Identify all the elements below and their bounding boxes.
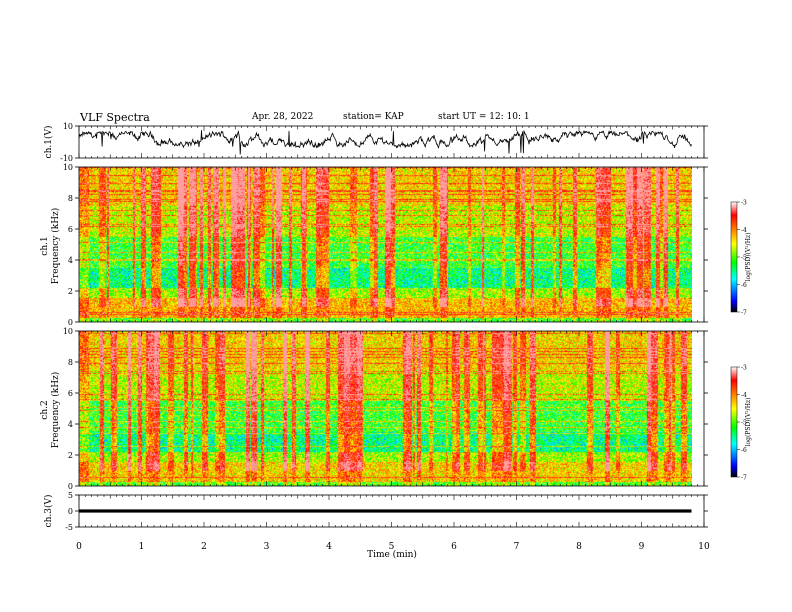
time-axis: 0 1 2 3 4 5 6 7 8 9 10 bbox=[76, 542, 710, 552]
ch2-colorbar: log(PSD)(V²/Hz) -3 -4 -5 -6 -7 bbox=[730, 365, 752, 482]
ch1-spectrogram-colorbar-tick-label: -7 bbox=[741, 310, 747, 317]
x-tick-label: 4 bbox=[326, 542, 332, 552]
ch1-spectrogram-colorbar-tick-label: -5 bbox=[741, 255, 747, 262]
ch1-spectrogram-ytick-label: 4 bbox=[68, 256, 73, 265]
x-tick-label: 6 bbox=[451, 542, 457, 552]
ch2-spectrogram-ytick-label: 10 bbox=[63, 327, 73, 336]
ch1-spectrogram-ylabel-line1: ch.1 bbox=[40, 236, 50, 255]
ch1-spectrogram-ytick-label: 0 bbox=[68, 318, 73, 327]
x-tick-label: 8 bbox=[576, 542, 582, 552]
ch1-spectrogram-colorbar-tick-label: -6 bbox=[741, 282, 747, 289]
ch2-spectrogram-colorbar-tick-label: -5 bbox=[741, 420, 747, 427]
ch2-spectrogram-colorbar-tick-label: -7 bbox=[741, 475, 747, 482]
ch1-colorbar-gradient bbox=[730, 201, 738, 313]
ch2-spectrogram-ytick-label: 2 bbox=[68, 451, 73, 460]
x-tick-label: 7 bbox=[514, 542, 520, 552]
x-tick-label: 10 bbox=[698, 542, 710, 552]
ch1-spectrogram-colorbar-tick-label: -4 bbox=[741, 227, 747, 234]
ch1-waveform-ytick-label: 10 bbox=[63, 122, 73, 131]
ch3-waveform-ytick-label: -5 bbox=[65, 523, 73, 532]
ch2-colorbar-gradient bbox=[730, 366, 738, 478]
ch1-waveform-ytick-label: -10 bbox=[60, 154, 73, 163]
ch1-spectrogram-ylabel-line2: Frequency (kHz) bbox=[50, 208, 61, 285]
ch1-colorbar: log(PSD)(V²/Hz) -3 -4 -5 -6 -7 bbox=[730, 200, 752, 317]
ch2-spectrogram-ytick-label: 0 bbox=[68, 482, 73, 491]
start-ut-label: start UT = 12: 10: 1 bbox=[438, 112, 530, 122]
ch2-spectrogram-ylabel-line2: Frequency (kHz) bbox=[50, 372, 61, 449]
x-tick-label: 5 bbox=[389, 542, 395, 552]
ch2-spectrogram-panel: 0 2 4 6 8 10 bbox=[63, 327, 708, 491]
x-tick-label: 0 bbox=[76, 542, 82, 552]
chart-title: VLF Spectra bbox=[80, 111, 150, 124]
date-label: Apr. 28, 2022 bbox=[252, 112, 314, 122]
ch1-spectrogram-panel: 0 2 4 6 8 10 bbox=[63, 163, 708, 327]
ch1-spectrogram-ytick-label: 10 bbox=[63, 163, 73, 172]
ch3-waveform-panel: 5 0 -5 bbox=[65, 491, 708, 532]
ch1-spectrogram-ytick-label: 2 bbox=[68, 287, 73, 296]
x-tick-label: 9 bbox=[639, 542, 645, 552]
ch2-spectrogram-colorbar-tick-label: -3 bbox=[741, 365, 747, 372]
x-tick-label: 1 bbox=[139, 542, 145, 552]
ch2-spectrogram-ylabel-line1: ch.2 bbox=[40, 400, 50, 419]
ch2-spectrogram-ytick-label: 4 bbox=[68, 420, 73, 429]
ch1-spectrogram-ytick-label: 6 bbox=[68, 225, 73, 234]
ch1-spectrogram-ytick-label: 8 bbox=[68, 194, 73, 203]
ch1-waveform-panel: 10 -10 bbox=[60, 122, 708, 163]
ch3-waveform-ytick-label: 5 bbox=[68, 491, 73, 500]
ch3-waveform-ylabel: ch.3(V) bbox=[43, 495, 54, 528]
ch3-waveform-band bbox=[79, 509, 692, 513]
ch2-spectrogram-image bbox=[79, 331, 692, 486]
x-tick-label: 2 bbox=[201, 542, 207, 552]
ch1-spectrogram-colorbar-tick-label: -3 bbox=[741, 200, 747, 207]
station-label: station= KAP bbox=[343, 112, 404, 122]
ch2-spectrogram-ytick-label: 6 bbox=[68, 389, 73, 398]
ch2-spectrogram-colorbar-tick-label: -4 bbox=[741, 392, 747, 399]
ch2-spectrogram-colorbar-tick-label: -6 bbox=[741, 447, 747, 454]
ch1-waveform-line bbox=[78, 129, 692, 155]
x-axis-title: Time (min) bbox=[367, 549, 417, 560]
ch1-spectrogram-image bbox=[79, 167, 692, 322]
ch2-spectrogram-ytick-label: 8 bbox=[68, 358, 73, 367]
ch3-waveform-ytick-label: 0 bbox=[68, 507, 73, 516]
x-tick-label: 3 bbox=[264, 542, 270, 552]
ch1-colorbar-label: log(PSD)(V²/Hz) bbox=[745, 233, 752, 282]
ch1-waveform-ylabel: ch.1(V) bbox=[43, 126, 54, 159]
ch2-colorbar-label: log(PSD)(V²/Hz) bbox=[745, 398, 752, 447]
